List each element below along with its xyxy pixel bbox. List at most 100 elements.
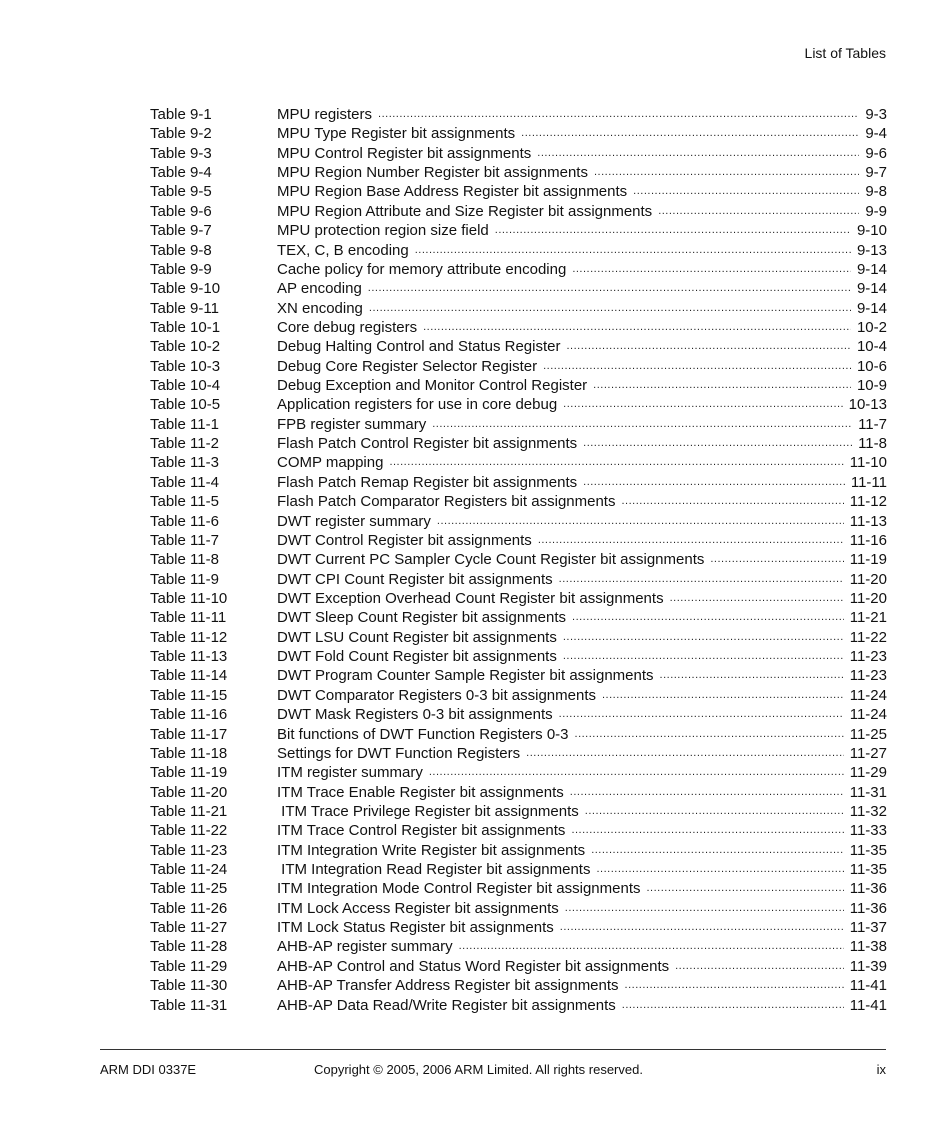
table-title: DWT Comparator Registers 0-3 bit assignm… bbox=[277, 686, 596, 704]
toc-entry[interactable]: Table 11-27 ITM Lock Status Register bit … bbox=[150, 918, 887, 937]
page-ref: 11-35 bbox=[849, 861, 887, 879]
dot-leader bbox=[660, 666, 844, 685]
toc-entry[interactable]: Table 11-29 AHB-AP Control and Status Wor… bbox=[150, 957, 887, 976]
toc-entry[interactable]: Table 10-3 Debug Core Register Selector R… bbox=[150, 357, 887, 376]
table-title: Flash Patch Control Register bit assignm… bbox=[277, 435, 578, 453]
running-header: List of Tables bbox=[804, 45, 886, 61]
toc-entry[interactable]: Table 11-14 DWT Program Counter Sample Re… bbox=[150, 666, 887, 685]
table-number: Table 11-31 bbox=[150, 996, 228, 1014]
page-ref: 10-2 bbox=[856, 318, 887, 336]
page-ref: 9-4 bbox=[865, 125, 887, 143]
dot-leader bbox=[633, 182, 859, 201]
table-number: Table 11-7 bbox=[150, 531, 219, 549]
toc-entry[interactable]: Table 11-30 AHB-AP Transfer Address Regis… bbox=[150, 976, 887, 995]
page-ref: 11-23 bbox=[849, 667, 887, 685]
list-of-tables: Table 9-1 MPU registers 9-3 Table 9-2 MPU Ty… bbox=[150, 105, 887, 1015]
toc-entry[interactable]: Table 11-8 DWT Current PC Sampler Cycle C… bbox=[150, 550, 887, 569]
toc-entry[interactable]: Table 9-4 MPU Region Number Register bit … bbox=[150, 163, 887, 182]
toc-entry[interactable]: Table 9-7 MPU protection region size fiel… bbox=[150, 221, 887, 240]
toc-entry[interactable]: Table 11-7 DWT Control Register bit assig… bbox=[150, 531, 887, 550]
toc-entry[interactable]: Table 11-13 DWT Fold Count Register bit a… bbox=[150, 647, 887, 666]
toc-entry[interactable]: Table 9-3 MPU Control Register bit assign… bbox=[150, 144, 887, 163]
toc-entry[interactable]: Table 11-1 FPB register summary 11-7 bbox=[150, 415, 887, 434]
toc-entry[interactable]: Table 9-10 AP encoding 9-14 bbox=[150, 279, 887, 298]
toc-entry[interactable]: Table 10-4 Debug Exception and Monitor Co… bbox=[150, 376, 887, 395]
table-title: MPU Region Number Register bit assignmen… bbox=[277, 164, 588, 182]
table-title: ITM Lock Access Register bit assignments bbox=[277, 899, 559, 917]
toc-entry[interactable]: Table 11-28 AHB-AP register summary 11-38 bbox=[150, 937, 887, 956]
table-number: Table 10-1 bbox=[150, 318, 221, 336]
toc-entry[interactable]: Table 11-6 DWT register summary 11-13 bbox=[150, 512, 887, 531]
toc-entry[interactable]: Table 9-1 MPU registers 9-3 bbox=[150, 105, 887, 124]
toc-entry[interactable]: Table 11-16 DWT Mask Registers 0-3 bit as… bbox=[150, 705, 887, 724]
table-title: Debug Halting Control and Status Registe… bbox=[277, 338, 561, 356]
toc-entry[interactable]: Table 10-2 Debug Halting Control and Stat… bbox=[150, 337, 887, 356]
table-title: Debug Exception and Monitor Control Regi… bbox=[277, 377, 588, 395]
page-ref: 9-14 bbox=[856, 280, 887, 298]
page-ref: 11-37 bbox=[849, 919, 887, 937]
toc-entry[interactable]: Table 9-11 XN encoding 9-14 bbox=[150, 299, 887, 318]
table-number: Table 11-26 bbox=[150, 899, 228, 917]
toc-entry[interactable]: Table 11-23 ITM Integration Write Registe… bbox=[150, 841, 887, 860]
table-title: AHB-AP Transfer Address Register bit ass… bbox=[277, 977, 619, 995]
toc-entry[interactable]: Table 10-1 Core debug registers 10-2 bbox=[150, 318, 887, 337]
table-number: Table 9-11 bbox=[150, 299, 219, 317]
table-number: Table 11-27 bbox=[150, 919, 228, 937]
toc-entry[interactable]: Table 11-4 Flash Patch Remap Register bit… bbox=[150, 473, 887, 492]
toc-entry[interactable]: Table 9-2 MPU Type Register bit assignmen… bbox=[150, 124, 887, 143]
toc-entry[interactable]: Table 11-15 DWT Comparator Registers 0-3 … bbox=[150, 686, 887, 705]
table-number: Table 9-8 bbox=[150, 241, 212, 259]
page-ref: 11-27 bbox=[849, 744, 887, 762]
toc-entry[interactable]: Table 11-20 ITM Trace Enable Register bit… bbox=[150, 783, 887, 802]
toc-entry[interactable]: Table 11-3 COMP mapping 11-10 bbox=[150, 453, 887, 472]
toc-entry[interactable]: Table 10-5 Application registers for use … bbox=[150, 395, 887, 414]
toc-entry[interactable]: Table 11-31 AHB-AP Data Read/Write Regist… bbox=[150, 996, 887, 1015]
toc-entry[interactable]: Table 11-17 Bit functions of DWT Function… bbox=[150, 725, 887, 744]
table-title: DWT Exception Overhead Count Register bi… bbox=[277, 589, 664, 607]
table-title: Flash Patch Remap Register bit assignmen… bbox=[277, 473, 578, 491]
toc-entry[interactable]: Table 9-8 TEX, C, B encoding 9-13 bbox=[150, 241, 887, 260]
dot-leader bbox=[563, 628, 844, 647]
toc-entry[interactable]: Table 11-22 ITM Trace Control Register bi… bbox=[150, 821, 887, 840]
table-title: ITM Lock Status Register bit assignments bbox=[277, 919, 554, 937]
table-title: ITM Trace Privilege Register bit assignm… bbox=[277, 802, 579, 820]
toc-entry[interactable]: Table 11-18 Settings for DWT Function Reg… bbox=[150, 744, 887, 763]
table-title: ITM Integration Mode Control Register bi… bbox=[277, 880, 641, 898]
table-number: Table 9-9 bbox=[150, 260, 212, 278]
table-title: Settings for DWT Function Registers bbox=[277, 744, 521, 762]
dot-leader bbox=[575, 725, 844, 744]
page-ref: 9-9 bbox=[865, 202, 887, 220]
toc-entry[interactable]: Table 11-12 DWT LSU Count Register bit as… bbox=[150, 628, 887, 647]
dot-leader bbox=[378, 105, 859, 124]
table-number: Table 11-23 bbox=[150, 841, 228, 859]
toc-entry[interactable]: Table 11-25 ITM Integration Mode Control … bbox=[150, 879, 887, 898]
toc-entry[interactable]: Table 11-9 DWT CPI Count Register bit ass… bbox=[150, 570, 887, 589]
page-ref: 11-11 bbox=[850, 473, 887, 491]
toc-entry[interactable]: Table 11-19 ITM register summary 11-29 bbox=[150, 763, 887, 782]
toc-entry[interactable]: Table 9-9 Cache policy for memory attribu… bbox=[150, 260, 887, 279]
table-number: Table 11-14 bbox=[150, 667, 228, 685]
dot-leader bbox=[670, 589, 844, 608]
toc-entry[interactable]: Table 9-6 MPU Region Attribute and Size R… bbox=[150, 202, 887, 221]
page-ref: 11-10 bbox=[849, 454, 887, 472]
dot-leader bbox=[710, 550, 843, 569]
footer-copyright: Copyright © 2005, 2006 ARM Limited. All … bbox=[314, 1062, 643, 1077]
toc-entry[interactable]: Table 11-24 ITM Integration Read Registe… bbox=[150, 860, 887, 879]
toc-entry[interactable]: Table 11-2 Flash Patch Control Register b… bbox=[150, 434, 887, 453]
table-number: Table 11-12 bbox=[150, 628, 228, 646]
table-title: Debug Core Register Selector Register bbox=[277, 357, 538, 375]
page-ref: 11-25 bbox=[849, 725, 887, 743]
dot-leader bbox=[621, 492, 843, 511]
toc-entry[interactable]: Table 11-5 Flash Patch Comparator Registe… bbox=[150, 492, 887, 511]
table-title: DWT Sleep Count Register bit assignments bbox=[277, 609, 567, 627]
toc-entry[interactable]: Table 11-11 DWT Sleep Count Register bit … bbox=[150, 608, 887, 627]
dot-leader bbox=[625, 976, 844, 995]
table-number: Table 11-5 bbox=[150, 493, 219, 511]
toc-entry[interactable]: Table 11-21 ITM Trace Privilege Register… bbox=[150, 802, 887, 821]
table-number: Table 11-13 bbox=[150, 648, 228, 666]
toc-entry[interactable]: Table 11-26 ITM Lock Access Register bit … bbox=[150, 899, 887, 918]
dot-leader bbox=[572, 608, 844, 627]
page-ref: 11-19 bbox=[849, 551, 887, 569]
toc-entry[interactable]: Table 9-5 MPU Region Base Address Registe… bbox=[150, 182, 887, 201]
toc-entry[interactable]: Table 11-10 DWT Exception Overhead Count … bbox=[150, 589, 887, 608]
